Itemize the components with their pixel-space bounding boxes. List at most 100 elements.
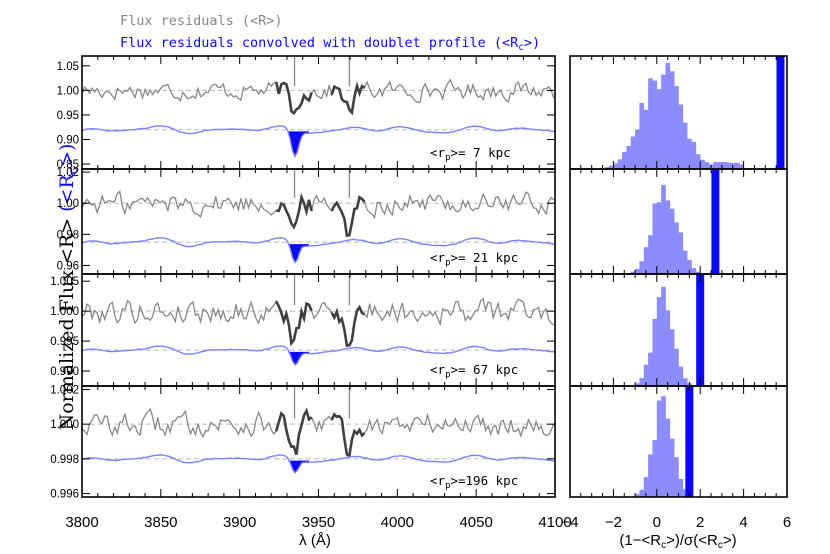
histogram-bar	[674, 222, 679, 274]
panel-distance-label: <rp>= 67 kpc	[430, 362, 518, 380]
x-tick-label: 2	[696, 514, 704, 531]
spectrum-panel-2: 1.02 1.00 0.98 0.96 <rp>= 21 kpc	[57, 167, 556, 275]
panel-distance-label: <rp>=196 kpc	[430, 473, 518, 491]
histogram-bar	[635, 129, 640, 169]
histogram-bar	[648, 352, 653, 386]
y-tick-label: 0.98	[57, 229, 79, 241]
histogram-bar	[674, 348, 679, 386]
histogram-bar	[682, 378, 688, 386]
histogram-bar	[717, 161, 723, 169]
flux-residual-line	[82, 297, 555, 347]
histogram-bar	[604, 167, 610, 169]
histogram-bar	[665, 62, 671, 169]
histogram-bar	[678, 366, 684, 386]
convolved-residual-line	[82, 454, 555, 474]
convolved-residual-line	[82, 237, 555, 264]
histogram-bar	[648, 454, 653, 497]
y-tick-label: 1.02	[57, 167, 79, 179]
histogram-bar	[674, 457, 679, 497]
histogram-bar	[630, 271, 636, 274]
histogram-panel-3	[569, 273, 788, 387]
histogram-bar	[665, 418, 671, 497]
x-axis-label-significance: (1−<Rc>)/σ(<Rc>)	[619, 532, 736, 551]
histogram-bar	[682, 489, 688, 497]
doublet-k-segment	[274, 407, 313, 455]
observed-significance-marker	[685, 386, 694, 497]
histogram-bar	[661, 184, 666, 274]
histogram-bar	[678, 478, 684, 497]
histogram-bar	[656, 202, 662, 274]
doublet-h-segment	[330, 195, 366, 238]
histogram-bar	[682, 250, 688, 274]
y-tick-label: 1.000	[50, 419, 79, 431]
convolved-residual-line	[82, 125, 555, 159]
observed-significance-marker	[711, 169, 720, 274]
y-tick-label: 0.998	[50, 454, 79, 466]
histogram-bar	[652, 439, 658, 497]
y-tick-label: 0.85	[57, 159, 79, 171]
histogram-bar	[691, 268, 697, 274]
y-tick-label: 0.990	[50, 366, 79, 378]
doublet-h-segment	[330, 412, 366, 458]
histogram-bar	[656, 89, 662, 169]
y-tick-label: 0.96	[57, 260, 79, 272]
histogram-bar	[635, 494, 640, 497]
histogram-bar	[674, 86, 679, 169]
histogram-bar	[635, 268, 640, 274]
svg-text:Normalized Flux <R> (<Rc>): Normalized Flux <R> (<Rc>)	[56, 144, 81, 431]
x-tick-label: 4	[739, 514, 747, 531]
spectrum-panel-1: 1.05 1.00 0.95 0.90 0.85 <rp>= 7 kpc	[57, 55, 556, 171]
y-tick-label: 1.00	[57, 85, 79, 97]
histogram-bar	[635, 383, 640, 386]
spectrum-panel-4: 1.002 1.000 0.998 0.996 <rp>=196 kpc	[50, 384, 556, 501]
flux-residual-line	[82, 190, 555, 237]
y-tick-label: 1.002	[50, 384, 79, 396]
histogram-bar	[700, 159, 705, 169]
y-tick-label: 1.000	[50, 306, 79, 318]
doublet-k-segment	[276, 192, 313, 230]
panel-distance-label: <rp>= 21 kpc	[430, 250, 518, 268]
histogram-bar	[665, 200, 671, 274]
histogram-bar	[630, 136, 636, 169]
histogram-bar	[652, 318, 658, 386]
histogram-bar	[661, 74, 666, 169]
histogram-bar	[609, 165, 614, 169]
histogram-bar	[678, 104, 684, 169]
flux-residual-line	[82, 407, 555, 457]
x-tick-label: −2	[605, 514, 622, 531]
x-tick-label: −4	[561, 514, 578, 531]
histogram-bar	[739, 164, 744, 169]
histogram-bar	[687, 138, 692, 169]
histogram-bar	[656, 297, 662, 386]
histogram-bar	[639, 103, 645, 169]
histogram-panel-4	[569, 385, 788, 498]
wavelength-x-axis: 3800 3850 3900 3950 4000 4050 4100	[65, 514, 571, 531]
histogram-bar	[682, 122, 688, 169]
doublet-dip-fill	[280, 460, 309, 473]
histogram-bar	[687, 260, 692, 274]
doublet-dip-fill	[280, 131, 309, 157]
x-tick-label: 0	[653, 514, 661, 531]
histogram-bar	[648, 78, 653, 169]
histogram-bar	[669, 71, 675, 169]
x-tick-label: 6	[783, 514, 791, 531]
histogram-panel-2	[569, 168, 788, 275]
histogram-bar	[652, 80, 658, 169]
histogram-bar	[643, 109, 649, 169]
histogram-panels	[569, 55, 788, 498]
x-tick-label: 3850	[144, 514, 177, 531]
doublet-k-segment	[274, 81, 313, 115]
histogram-bar	[665, 310, 671, 386]
spectrum-panel-3: 1.005 1.000 0.995 0.990 <rp>= 67 kpc	[50, 273, 556, 387]
histogram-bar	[639, 261, 645, 274]
histogram-bar	[613, 163, 619, 169]
y-tick-label: 0.95	[57, 110, 79, 122]
histogram-bar	[721, 161, 727, 169]
histogram-bar	[617, 159, 623, 169]
convolved-residual-line	[82, 345, 555, 366]
doublet-dip-fill	[280, 244, 309, 263]
histogram-bar	[656, 400, 662, 497]
histogram-bar	[643, 364, 649, 386]
histogram-bar	[639, 489, 645, 497]
